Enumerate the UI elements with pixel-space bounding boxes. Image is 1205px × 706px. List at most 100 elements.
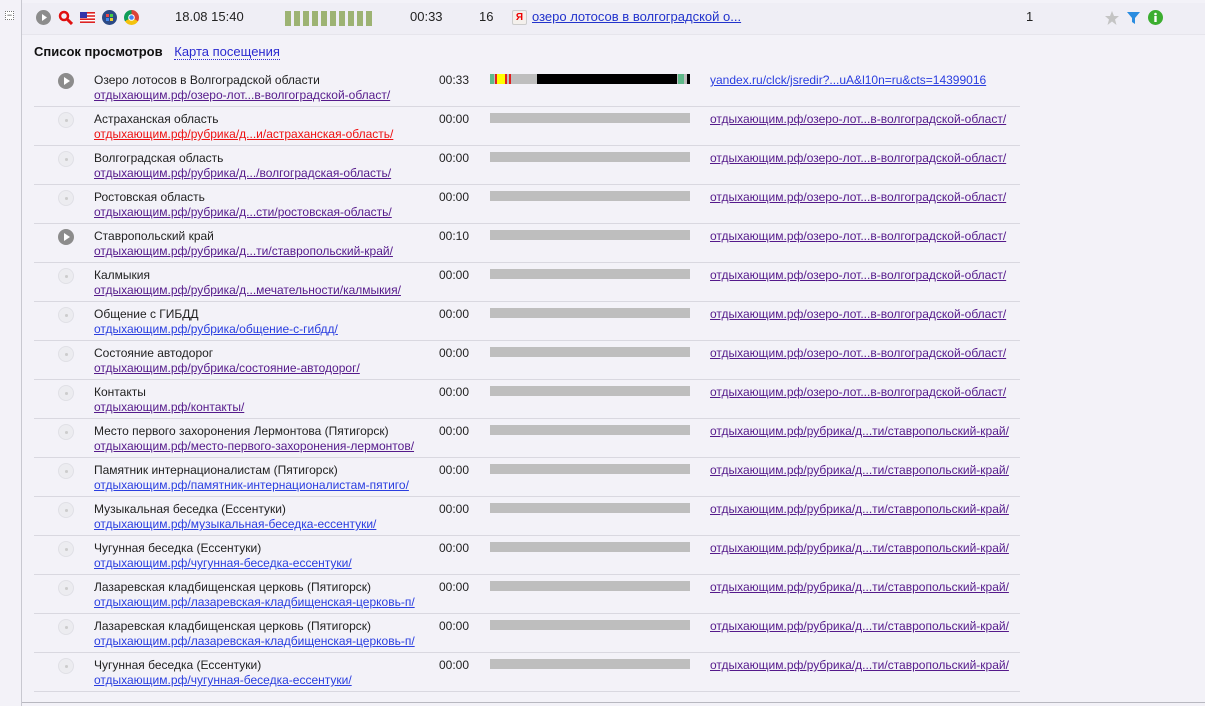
activity-timeline <box>490 113 690 123</box>
pageview-row: Ростовская область отдыхающим.рф/рубрика… <box>34 185 1020 224</box>
time-on-page: 00:00 <box>439 541 470 555</box>
activity-bars <box>285 11 372 26</box>
page-title: Астраханская область <box>94 112 219 126</box>
page-url-link[interactable]: отдыхающим.рф/лазаревская-кладбищенская-… <box>94 634 415 648</box>
play-disabled-icon <box>58 463 74 479</box>
play-icon[interactable] <box>58 73 74 89</box>
us-flag-icon <box>80 10 95 25</box>
referrer-link[interactable]: yandex.ru/clck/jsredir?...uA&l10n=ru&cts… <box>710 73 987 87</box>
bottom-divider <box>22 702 1205 703</box>
page-url-link[interactable]: отдыхающим.рф/музыкальная-беседка-ессент… <box>94 517 377 531</box>
activity-timeline <box>490 542 690 552</box>
play-disabled-icon <box>58 190 74 206</box>
page-url-link[interactable]: отдыхающим.рф/рубрика/д...мечательности/… <box>94 283 401 297</box>
pageview-row: Памятник интернационалистам (Пятигорск) … <box>34 458 1020 497</box>
page-url-link[interactable]: отдыхающим.рф/рубрика/общение-с-гибдд/ <box>94 322 338 336</box>
page-url-link[interactable]: отдыхающим.рф/рубрика/состояние-автодоро… <box>94 361 360 375</box>
page-count: 16 <box>479 9 494 24</box>
referrer-link[interactable]: отдыхающим.рф/рубрика/д...ти/ставропольс… <box>710 463 1009 477</box>
left-divider <box>21 0 22 706</box>
yandex-icon: Я <box>512 10 527 25</box>
activity-bar <box>348 11 354 26</box>
referrer-link[interactable]: отдыхающим.рф/рубрика/д...ти/ставропольс… <box>710 424 1009 438</box>
timeline-segment <box>497 74 505 84</box>
play-disabled-icon <box>58 112 74 128</box>
search-icon[interactable] <box>58 10 74 26</box>
page-url-link[interactable]: отдыхающим.рф/памятник-интернационалиста… <box>94 478 409 492</box>
page-url-link[interactable]: отдыхающим.рф/контакты/ <box>94 400 245 414</box>
referrer-link[interactable]: отдыхающим.рф/рубрика/д...ти/ставропольс… <box>710 541 1009 555</box>
activity-timeline <box>490 464 690 474</box>
activity-bar <box>321 11 327 26</box>
page-url-link[interactable]: отдыхающим.рф/озеро-лот...в-волгоградско… <box>94 88 391 102</box>
page-url-link[interactable]: отдыхающим.рф/рубрика/д.../волгоградская… <box>94 166 392 180</box>
referrer-link[interactable]: отдыхающим.рф/озеро-лот...в-волгоградско… <box>710 112 1007 126</box>
activity-bar <box>303 11 309 26</box>
play-icon[interactable] <box>58 229 74 245</box>
referrer-link[interactable]: отдыхающим.рф/озеро-лот...в-волгоградско… <box>710 229 1007 243</box>
page-url-link[interactable]: отдыхающим.рф/рубрика/д...ти/ставропольс… <box>94 244 393 258</box>
page-title: Лазаревская кладбищенская церковь (Пятиг… <box>94 580 372 594</box>
activity-bar <box>357 11 363 26</box>
visit-duration: 00:33 <box>410 9 443 24</box>
activity-timeline <box>490 152 690 162</box>
time-on-page: 00:00 <box>439 307 470 321</box>
page-url-link[interactable]: отдыхающим.рф/чугунная-беседка-ессентуки… <box>94 556 352 570</box>
activity-timeline <box>490 503 690 513</box>
activity-timeline <box>490 386 690 396</box>
referrer-link[interactable]: отдыхающим.рф/рубрика/д...ти/ставропольс… <box>710 619 1009 633</box>
referrer-link[interactable]: отдыхающим.рф/озеро-лот...в-волгоградско… <box>710 151 1007 165</box>
referrer-link[interactable]: отдыхающим.рф/рубрика/д...ти/ставропольс… <box>710 658 1009 672</box>
pageview-row: Место первого захоронения Лермонтова (Пя… <box>34 419 1020 458</box>
referrer-link[interactable]: отдыхающим.рф/озеро-лот...в-волгоградско… <box>710 346 1007 360</box>
referrer-link[interactable]: отдыхающим.рф/озеро-лот...в-волгоградско… <box>710 385 1007 399</box>
star-icon[interactable] <box>1104 10 1119 25</box>
entry-page-link[interactable]: озеро лотосов в волгоградской о... <box>532 9 742 24</box>
time-on-page: 00:33 <box>439 73 470 87</box>
page-title: Музыкальная беседка (Ессентуки) <box>94 502 286 516</box>
activity-timeline <box>490 659 690 669</box>
play-disabled-icon <box>58 541 74 557</box>
time-on-page: 00:00 <box>439 385 470 399</box>
play-disabled-icon <box>58 424 74 440</box>
pageview-row: Лазаревская кладбищенская церковь (Пятиг… <box>34 575 1020 614</box>
time-on-page: 00:00 <box>439 424 470 438</box>
tab-visit-map[interactable]: Карта посещения <box>174 44 280 60</box>
page-title: Общение с ГИБДД <box>94 307 199 321</box>
activity-bar <box>312 11 318 26</box>
pageview-row: Калмыкия отдыхающим.рф/рубрика/д...мечат… <box>34 263 1020 302</box>
activity-bar <box>285 11 291 26</box>
timeline-segment <box>505 74 507 84</box>
page-url-link[interactable]: отдыхающим.рф/рубрика/д...сти/ростовская… <box>94 205 392 219</box>
windows-icon <box>102 10 117 25</box>
referrer-link[interactable]: отдыхающим.рф/рубрика/д...ти/ставропольс… <box>710 502 1009 516</box>
page-url-link[interactable]: отдыхающим.рф/лазаревская-кладбищенская-… <box>94 595 415 609</box>
activity-bar <box>330 11 336 26</box>
filter-icon[interactable] <box>1126 10 1141 25</box>
referrer-link[interactable]: отдыхающим.рф/озеро-лот...в-волгоградско… <box>710 268 1007 282</box>
visit-datetime: 18.08 15:40 <box>175 9 244 24</box>
pageview-row: Волгоградская область отдыхающим.рф/рубр… <box>34 146 1020 185</box>
visit-summary-row[interactable]: 18.08 15:40 00:33 16 Я озеро лотосов в в… <box>22 3 1205 35</box>
activity-timeline <box>490 425 690 435</box>
page-url-link[interactable]: отдыхающим.рф/место-первого-захоронения-… <box>94 439 415 453</box>
activity-timeline <box>490 230 690 240</box>
activity-timeline <box>490 74 690 84</box>
pageview-list: Озеро лотосов в Волгоградской области от… <box>34 68 1020 692</box>
play-icon[interactable] <box>36 10 51 25</box>
time-on-page: 00:00 <box>439 112 470 126</box>
timeline-segment <box>490 74 494 84</box>
referrer-link[interactable]: отдыхающим.рф/рубрика/д...ти/ставропольс… <box>710 580 1009 594</box>
page-title: Калмыкия <box>94 268 150 282</box>
info-icon[interactable] <box>1148 10 1163 25</box>
tab-view-list[interactable]: Список просмотров <box>34 44 163 59</box>
play-disabled-icon <box>58 346 74 362</box>
referrer-link[interactable]: отдыхающим.рф/озеро-лот...в-волгоградско… <box>710 190 1007 204</box>
collapse-toggle[interactable]: − <box>5 10 14 20</box>
page-url-link[interactable]: отдыхающим.рф/рубрика/д...и/астраханская… <box>94 127 394 141</box>
page-url-link[interactable]: отдыхающим.рф/чугунная-беседка-ессентуки… <box>94 673 352 687</box>
pageview-row: Лазаревская кладбищенская церковь (Пятиг… <box>34 614 1020 653</box>
timeline-segment <box>537 74 677 84</box>
referrer-link[interactable]: отдыхающим.рф/озеро-лот...в-волгоградско… <box>710 307 1007 321</box>
time-on-page: 00:00 <box>439 619 470 633</box>
